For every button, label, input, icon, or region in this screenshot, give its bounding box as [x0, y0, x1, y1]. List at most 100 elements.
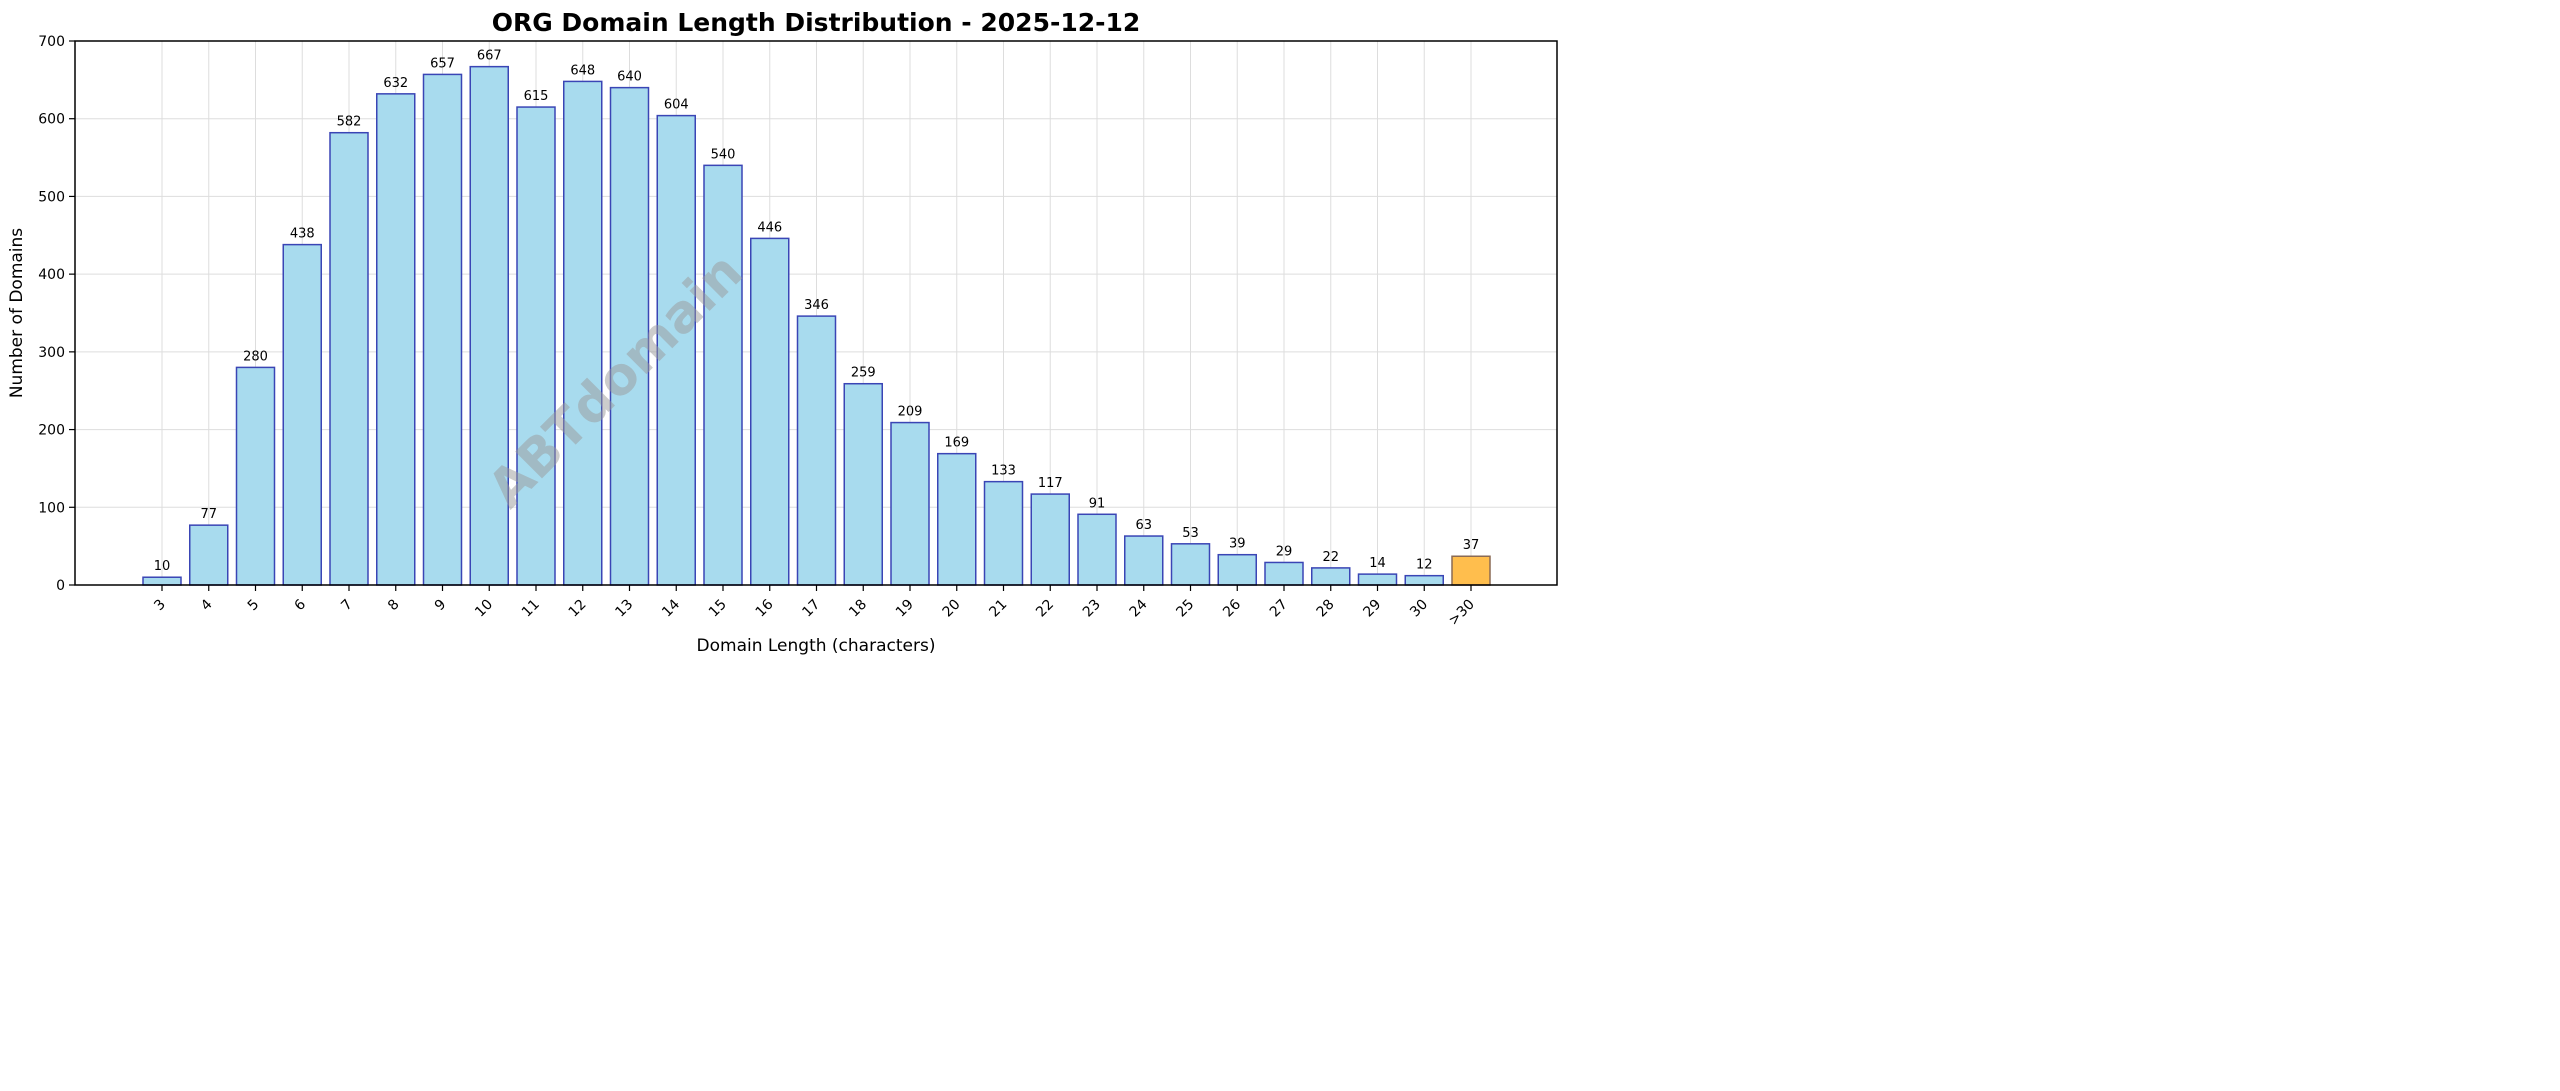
x-tick-label: 28 — [1314, 597, 1338, 621]
bar-9 — [422, 73, 463, 586]
x-tick-label: 25 — [1173, 597, 1197, 621]
data-label: 77 — [200, 507, 217, 522]
data-label: 280 — [243, 349, 268, 364]
x-tick-label: 9 — [432, 597, 450, 615]
data-label: 12 — [1416, 558, 1433, 573]
x-tick-label: 4 — [198, 596, 216, 614]
bar-18 — [843, 382, 883, 586]
y-axis-label: Number of Domains — [7, 228, 27, 398]
data-label: 37 — [1463, 538, 1480, 553]
x-tick-label: 3 — [151, 597, 169, 615]
x-tick-label: 8 — [385, 597, 403, 615]
x-tick-label: 20 — [940, 597, 964, 621]
y-tick-label: 300 — [38, 345, 65, 361]
data-label: 438 — [290, 227, 315, 242]
x-tick-label: 11 — [519, 597, 543, 621]
bar-27 — [1264, 561, 1304, 586]
data-label: 259 — [851, 366, 876, 381]
bar-23 — [1077, 513, 1117, 586]
y-tick-label: 200 — [38, 423, 65, 439]
data-label: 133 — [991, 464, 1016, 479]
x-tick-label: 13 — [612, 597, 636, 621]
x-tick-label: 18 — [846, 597, 870, 621]
bar-5 — [235, 366, 276, 586]
bar-22 — [1030, 493, 1070, 586]
bar-15 — [703, 164, 743, 586]
data-label: 117 — [1038, 476, 1063, 491]
x-tick-label: 17 — [799, 597, 823, 621]
data-label: 582 — [337, 115, 362, 130]
data-label: 14 — [1369, 556, 1386, 571]
bar-16 — [750, 237, 790, 586]
bar->30 — [1451, 555, 1491, 586]
x-tick-label: 22 — [1033, 597, 1057, 621]
data-label: 632 — [383, 76, 408, 91]
x-tick-label: 30 — [1407, 597, 1431, 621]
data-labels: 10 77 280 438 582 632 657 667 615 648 640 604 540 446… — [154, 49, 1480, 575]
data-label: 446 — [757, 220, 782, 235]
bar-24 — [1124, 535, 1164, 586]
data-label: 39 — [1229, 537, 1246, 552]
x-tick-label: >30 — [1446, 597, 1478, 629]
x-tick-label: 14 — [659, 596, 683, 620]
y-tick-label: 0 — [56, 578, 65, 594]
bar-13 — [609, 86, 650, 586]
x-tick-label: 16 — [753, 596, 777, 620]
bar-12 — [563, 80, 603, 586]
data-label: 667 — [477, 49, 502, 64]
data-label: 657 — [430, 56, 455, 71]
y-axis: 0 100 200 300 400 500 600 700 — [38, 34, 75, 594]
data-label: 91 — [1089, 496, 1106, 511]
x-tick-label: 29 — [1360, 597, 1384, 621]
data-label: 604 — [664, 98, 689, 113]
bar-25 — [1170, 543, 1211, 586]
bar-10 — [469, 65, 509, 586]
x-tick-label: 5 — [245, 597, 263, 615]
data-label: 346 — [804, 298, 829, 313]
x-tick-label: 7 — [338, 597, 356, 615]
data-label: 540 — [711, 147, 736, 162]
y-tick-label: 600 — [38, 112, 65, 128]
x-tick-label: 15 — [706, 597, 730, 621]
bar-3 — [142, 576, 182, 586]
y-tick-label: 400 — [38, 267, 65, 283]
data-label: 10 — [154, 559, 171, 574]
x-tick-label: 6 — [291, 596, 309, 614]
data-label: 63 — [1135, 518, 1152, 533]
bar-8 — [376, 93, 416, 586]
data-label: 615 — [524, 89, 549, 104]
data-label: 648 — [570, 63, 595, 78]
chart-title: ORG Domain Length Distribution - 2025-12… — [492, 8, 1141, 37]
x-tick-label: 10 — [472, 597, 496, 621]
data-label: 29 — [1276, 544, 1293, 559]
y-tick-label: 700 — [38, 34, 65, 50]
bar-26 — [1217, 553, 1257, 586]
y-tick-label: 100 — [38, 500, 65, 516]
x-tick-label: 23 — [1080, 597, 1104, 621]
y-tick-label: 500 — [38, 189, 65, 205]
data-label: 53 — [1182, 526, 1199, 541]
bar-20 — [937, 452, 977, 586]
x-tick-label: 26 — [1220, 596, 1244, 620]
bar-30 — [1404, 574, 1444, 586]
x-axis-label: Domain Length (characters) — [697, 636, 936, 656]
bar-14 — [656, 114, 696, 586]
bar-29 — [1357, 573, 1398, 586]
bar-11 — [516, 106, 556, 586]
data-label: 209 — [898, 405, 923, 420]
bar-17 — [796, 315, 837, 586]
x-tick-label: 21 — [986, 597, 1010, 621]
bar-28 — [1311, 567, 1351, 586]
bar-21 — [983, 480, 1024, 586]
x-tick-label: 19 — [893, 597, 917, 621]
x-axis: 3 4 5 6 7 8 9 10 11 12 13 14 15 16 17 18 19 20 21 22 23 24 25 2… — [151, 585, 1478, 629]
data-label: 22 — [1322, 550, 1339, 565]
bar-6 — [282, 243, 322, 586]
data-label: 640 — [617, 70, 642, 85]
data-label: 169 — [944, 436, 969, 451]
bar-19 — [890, 421, 930, 586]
bars — [142, 65, 1491, 586]
bar-4 — [189, 524, 229, 586]
bar-7 — [329, 131, 369, 586]
